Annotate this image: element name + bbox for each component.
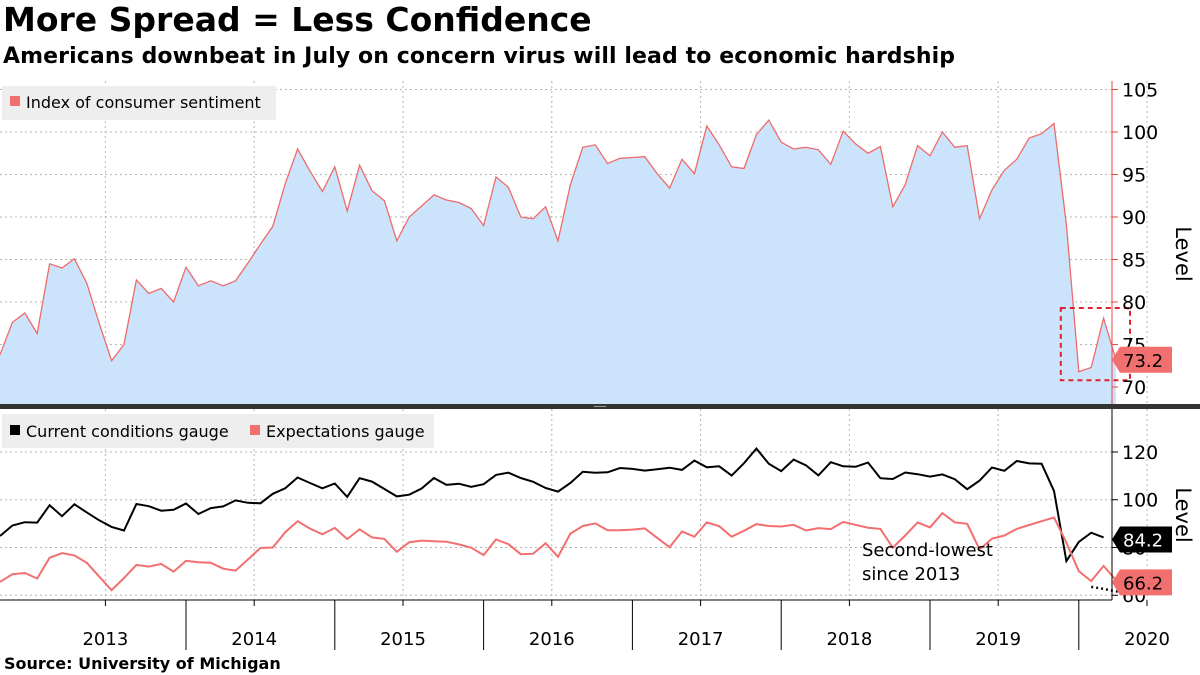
legend-swatch-expectations [250, 425, 260, 435]
bottom-ytick-label-120: 120 [1122, 442, 1158, 464]
bottom-legend-bg [2, 414, 434, 448]
legend-swatch-current [10, 425, 20, 435]
highlight-box [1059, 306, 1132, 382]
x-tick-labels: 2013 2014 2015 2016 2017 2018 2019 2020 [82, 629, 1169, 650]
top-legend-bg [2, 86, 276, 120]
top-ytick-label-95: 95 [1122, 165, 1146, 187]
top-legend: Index of consumer sentiment [2, 86, 276, 120]
bottom-panel: 6080100120 Level Current conditions gaug… [0, 409, 1195, 607]
current-value-tag: 84.2 [1112, 526, 1172, 553]
x-tick-label-2018: 2018 [826, 629, 872, 650]
legend-label-current: Current conditions gauge [26, 422, 229, 441]
x-ticks [104, 600, 1148, 650]
x-tick-label-2014: 2014 [231, 629, 277, 650]
top-ytick-label-70: 70 [1122, 377, 1146, 399]
sentiment-value-label: 73.2 [1123, 351, 1163, 372]
expectations-value-tag-shape [1112, 569, 1172, 596]
top-y-axis-label: Level [1171, 226, 1195, 281]
expectations-line [0, 511, 1117, 592]
source-note: Source: University of Michigan [4, 654, 281, 673]
x-tick-label-2019: 2019 [975, 629, 1021, 650]
top-ytick-label-90: 90 [1122, 207, 1146, 229]
sentiment-area [0, 120, 1116, 404]
expectations-value-label: 66.2 [1123, 573, 1163, 594]
x-tick-label-2016: 2016 [529, 629, 575, 650]
annotation-line-2: since 2013 [862, 564, 960, 585]
current-conditions-line [0, 447, 1104, 564]
bottom-ytick-label-100: 100 [1122, 490, 1158, 512]
current-value-label: 84.2 [1123, 530, 1163, 551]
top-ytick-label-85: 85 [1122, 250, 1146, 272]
x-axis: 2013 2014 2015 2016 2017 2018 2019 2020 [0, 599, 1170, 650]
top-ytick-label-80: 80 [1122, 292, 1146, 314]
legend-label-expectations: Expectations gauge [266, 422, 425, 441]
x-tick-label-2017: 2017 [678, 629, 724, 650]
top-ytick-label-105: 105 [1122, 80, 1158, 102]
legend-swatch-sentiment [10, 96, 20, 106]
x-tick-label-2013: 2013 [82, 629, 128, 650]
expectations-value-tag: 66.2 [1112, 569, 1172, 596]
x-tick-label-2020: 2020 [1124, 629, 1170, 650]
bottom-legend: Current conditions gauge Expectations ga… [2, 414, 434, 448]
current-value-tag-shape [1112, 526, 1172, 553]
legend-label-sentiment: Index of consumer sentiment [26, 93, 261, 112]
sentiment-value-tag: 73.2 [1112, 346, 1172, 373]
x-tick-label-2015: 2015 [380, 629, 426, 650]
annotation-line-1: Second-lowest [862, 540, 993, 561]
chart-subtitle: Americans downbeat in July on concern vi… [3, 44, 956, 69]
chart-title: More Spread = Less Confidence [3, 0, 592, 39]
sentiment-line [0, 118, 1117, 373]
sentiment-value-tag-shape [1112, 346, 1172, 373]
bottom-y-axis-label: Level [1171, 487, 1195, 542]
top-ytick-label-100: 100 [1122, 122, 1158, 144]
